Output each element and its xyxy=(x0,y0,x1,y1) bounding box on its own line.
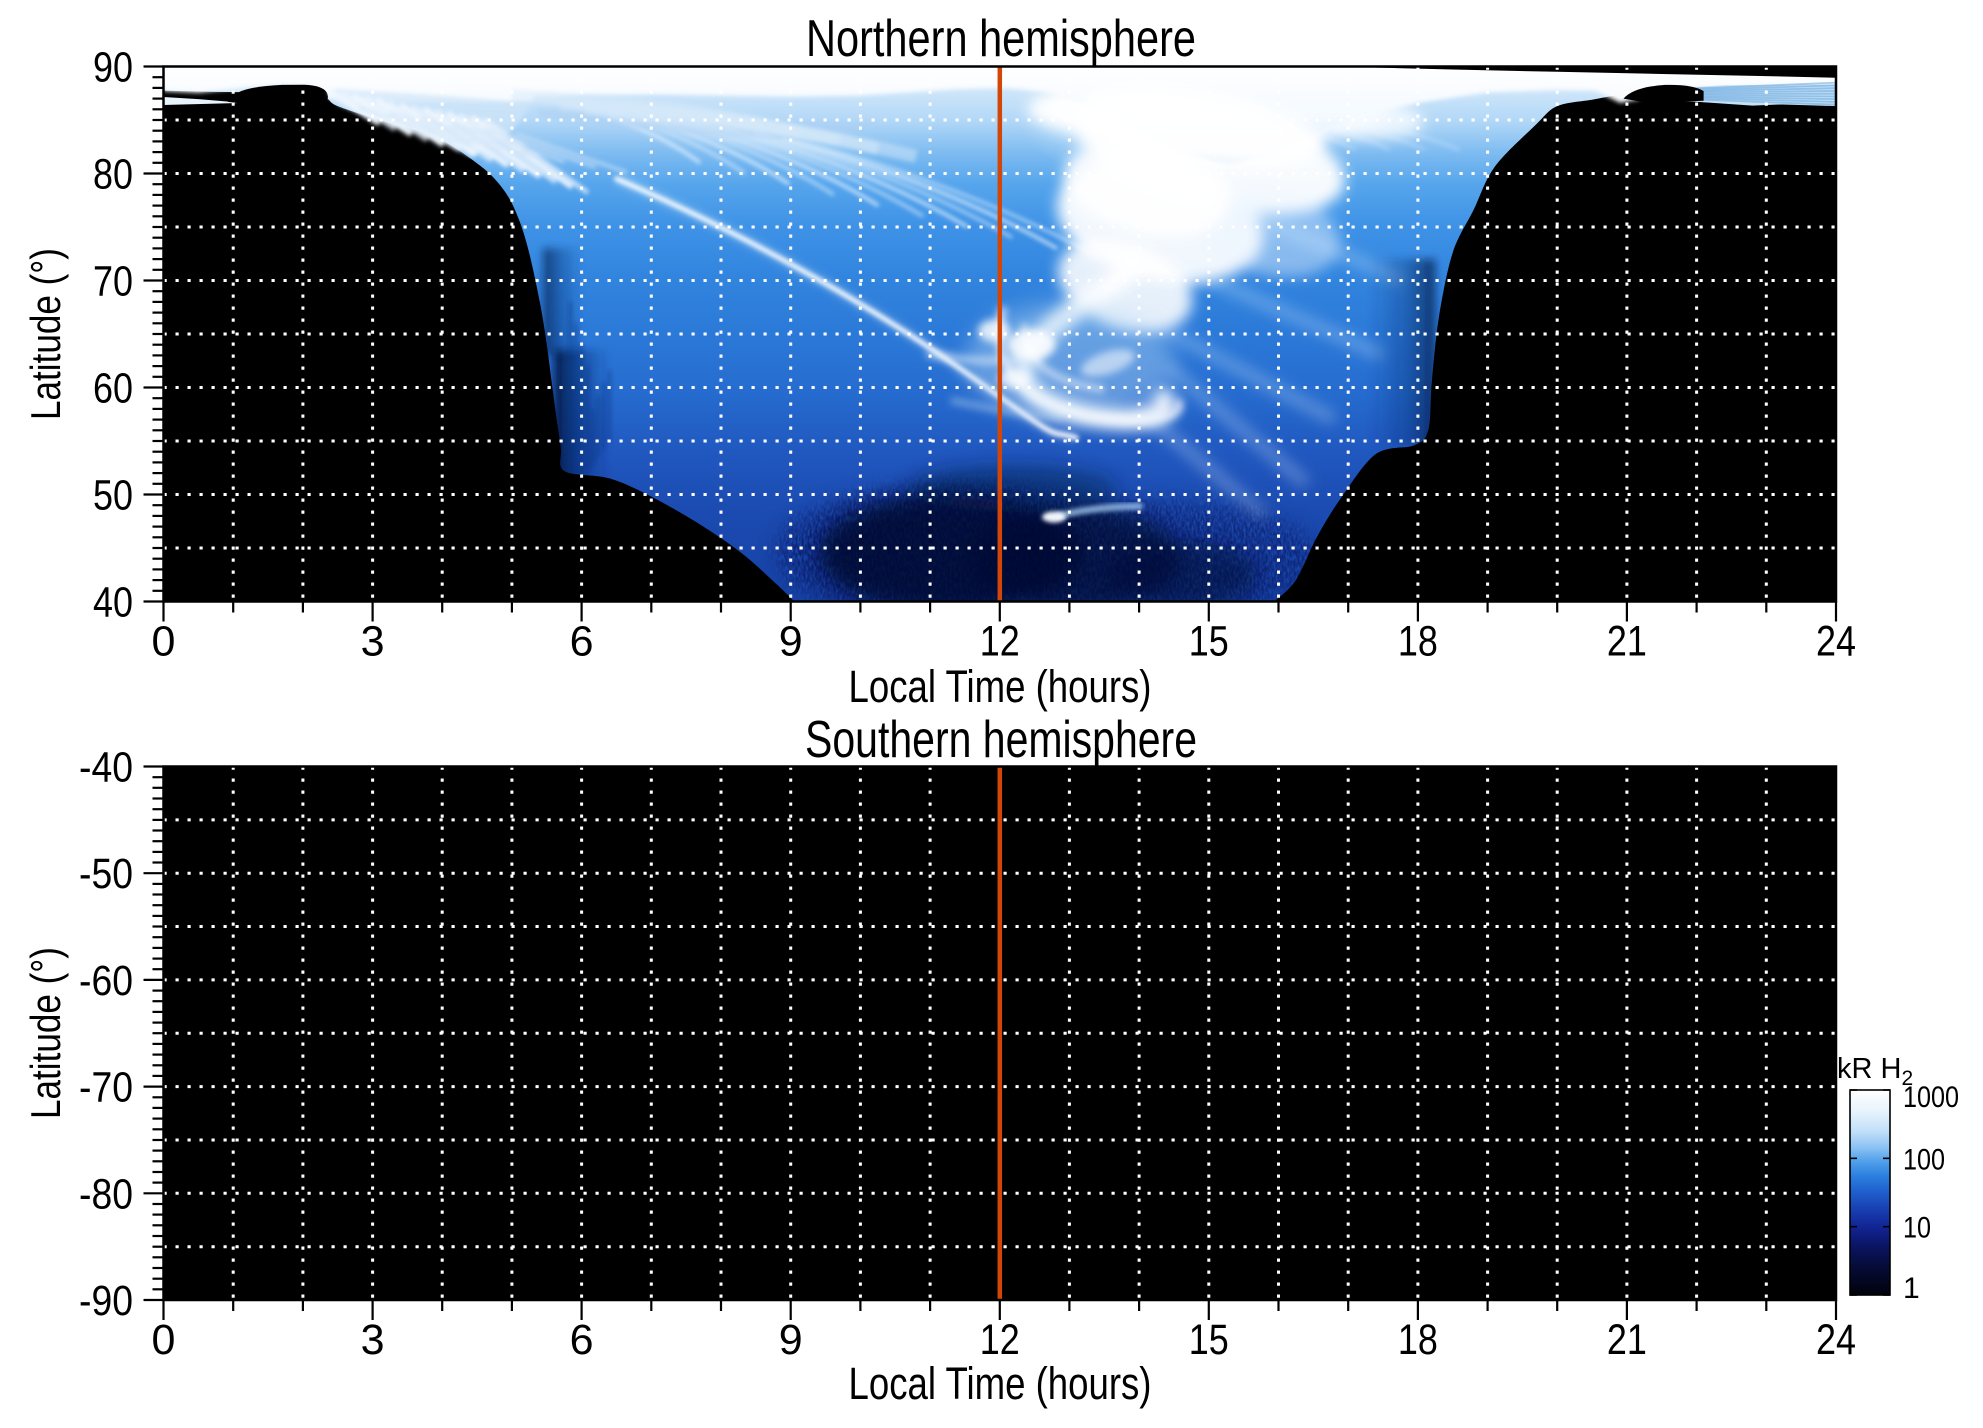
svg-text:3: 3 xyxy=(361,618,385,666)
svg-text:40: 40 xyxy=(93,579,133,627)
svg-text:Latitude (°): Latitude (°) xyxy=(22,947,69,1119)
svg-text:24: 24 xyxy=(1816,1316,1856,1364)
svg-text:kR H2: kR H2 xyxy=(1837,1053,1913,1090)
svg-text:9: 9 xyxy=(779,618,803,666)
svg-text:1000: 1000 xyxy=(1903,1081,1959,1114)
svg-text:18: 18 xyxy=(1398,618,1438,666)
svg-text:0: 0 xyxy=(152,618,176,666)
svg-text:1: 1 xyxy=(1903,1272,1920,1305)
svg-text:18: 18 xyxy=(1398,1316,1438,1364)
svg-text:-60: -60 xyxy=(79,957,133,1005)
svg-text:-80: -80 xyxy=(79,1170,133,1218)
svg-text:60: 60 xyxy=(93,365,133,413)
svg-text:24: 24 xyxy=(1816,618,1856,666)
svg-text:0: 0 xyxy=(152,1316,176,1364)
svg-text:3: 3 xyxy=(361,1316,385,1364)
svg-text:90: 90 xyxy=(93,44,133,92)
svg-text:6: 6 xyxy=(570,618,594,666)
svg-text:80: 80 xyxy=(93,151,133,199)
svg-text:-50: -50 xyxy=(79,850,133,898)
svg-text:-70: -70 xyxy=(79,1064,133,1112)
svg-text:15: 15 xyxy=(1189,618,1229,666)
svg-text:12: 12 xyxy=(980,618,1020,666)
svg-text:21: 21 xyxy=(1607,618,1647,666)
svg-text:70: 70 xyxy=(93,258,133,306)
svg-text:Southern hemisphere: Southern hemisphere xyxy=(805,711,1197,769)
svg-text:6: 6 xyxy=(570,1316,594,1364)
svg-text:50: 50 xyxy=(93,472,133,520)
svg-text:Local Time (hours): Local Time (hours) xyxy=(849,661,1152,712)
svg-text:12: 12 xyxy=(980,1316,1020,1364)
svg-text:100: 100 xyxy=(1903,1143,1945,1176)
svg-text:15: 15 xyxy=(1189,1316,1229,1364)
svg-text:9: 9 xyxy=(779,1316,803,1364)
svg-text:Northern hemisphere: Northern hemisphere xyxy=(806,10,1196,68)
svg-text:Local Time (hours): Local Time (hours) xyxy=(849,1358,1152,1409)
svg-text:-90: -90 xyxy=(79,1277,133,1325)
svg-text:21: 21 xyxy=(1607,1316,1647,1364)
svg-text:10: 10 xyxy=(1903,1212,1931,1245)
svg-text:-40: -40 xyxy=(79,744,133,792)
svg-text:Latitude (°): Latitude (°) xyxy=(22,248,69,420)
